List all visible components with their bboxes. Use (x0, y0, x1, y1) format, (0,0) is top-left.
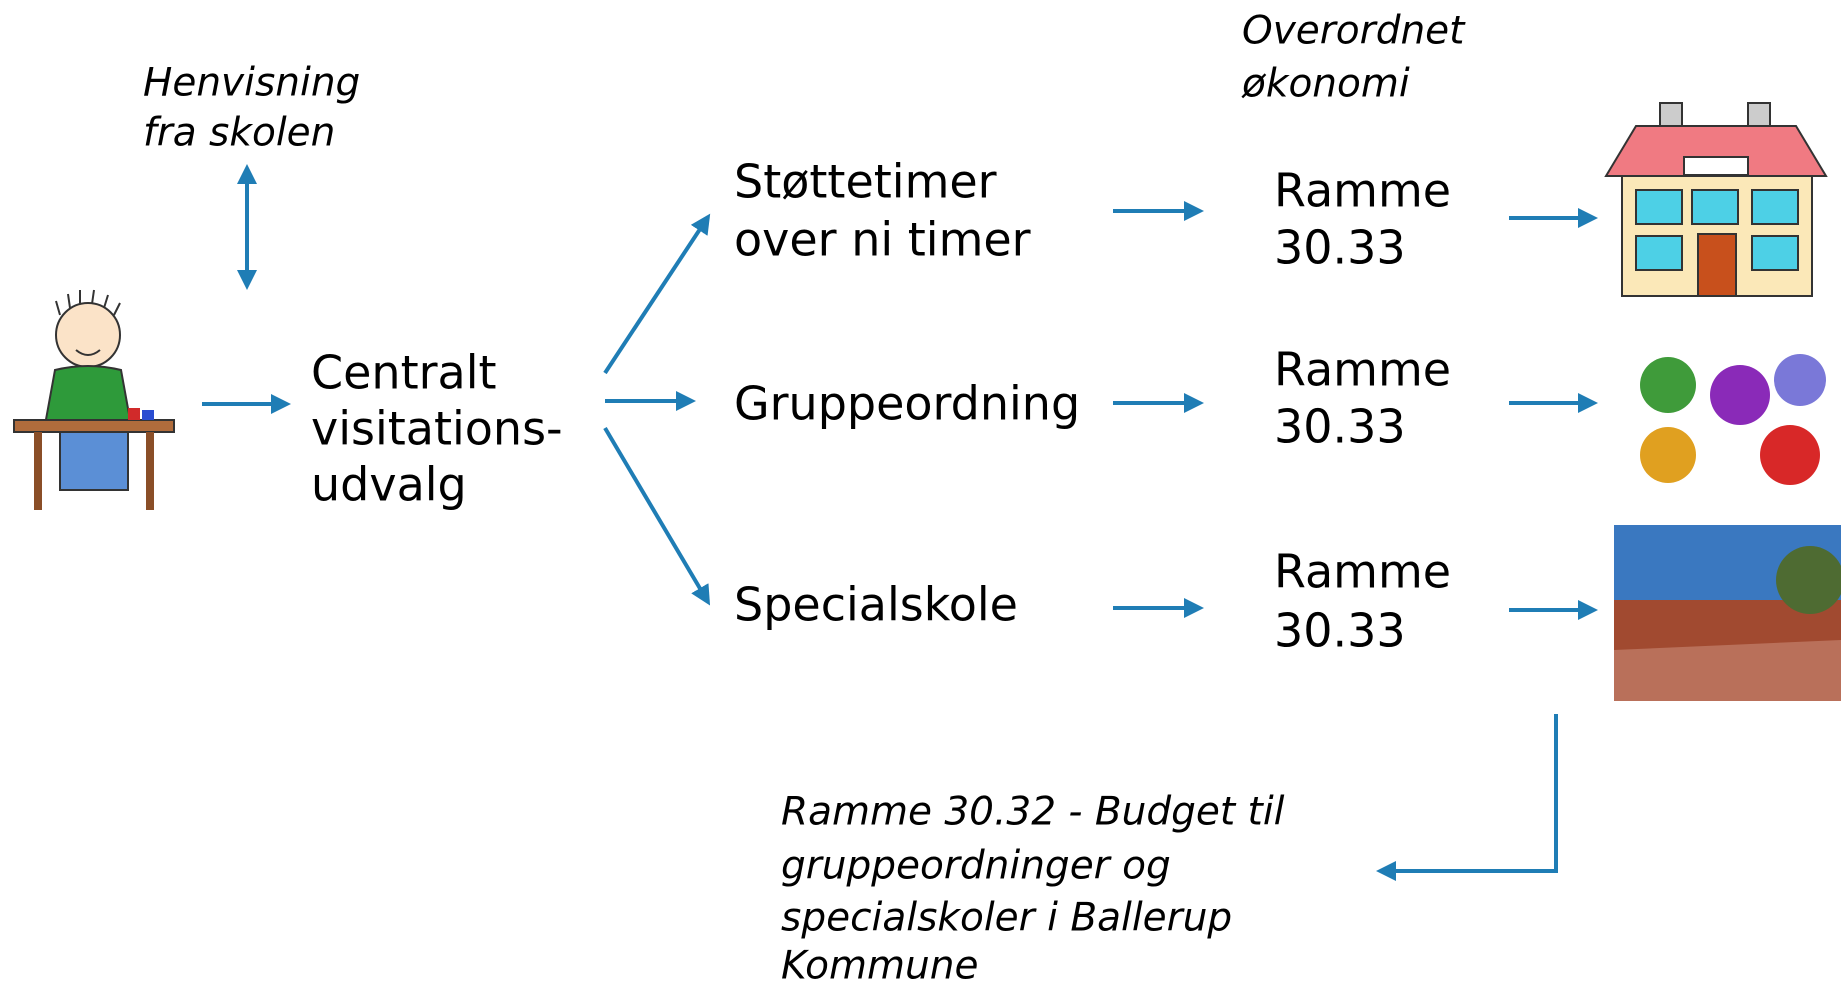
referral-text: Henvisning (143, 61, 360, 106)
school-icon (1606, 103, 1826, 296)
budget-note: Kommune (781, 944, 978, 985)
committee-text: Centralt (311, 346, 497, 400)
budget-note: specialskoler i Ballerup (781, 896, 1232, 941)
frame-text: Ramme (1274, 545, 1451, 599)
diagram: Henvisning fra skolen Overordnet økonomi… (0, 0, 1841, 985)
frame-text: 30.33 (1274, 221, 1406, 275)
committee-text: visitations- (311, 402, 563, 456)
frame-text: Ramme (1274, 343, 1451, 397)
frame-text: 30.33 (1274, 400, 1406, 454)
arrow (605, 428, 708, 602)
arrow (1380, 714, 1556, 871)
committee-text: udvalg (311, 458, 467, 512)
economy-text: økonomi (1241, 62, 1410, 107)
frame-text: 30.33 (1274, 604, 1406, 658)
economy-text: Overordnet (1242, 9, 1466, 54)
budget-note: gruppeordninger og (781, 844, 1171, 889)
frame-text: Ramme (1274, 164, 1451, 218)
option-label: Specialskole (734, 578, 1018, 632)
student-icon (14, 290, 174, 510)
groups-icon (1640, 354, 1826, 485)
arrow (605, 217, 708, 373)
option-label: Gruppeordning (734, 377, 1080, 431)
option-label: Støttetimer (734, 155, 997, 209)
referral-text: fra skolen (143, 111, 335, 156)
option-label: over ni timer (734, 213, 1031, 267)
school-photo (1614, 525, 1841, 701)
budget-note: Ramme 30.32 - Budget til (781, 790, 1285, 835)
